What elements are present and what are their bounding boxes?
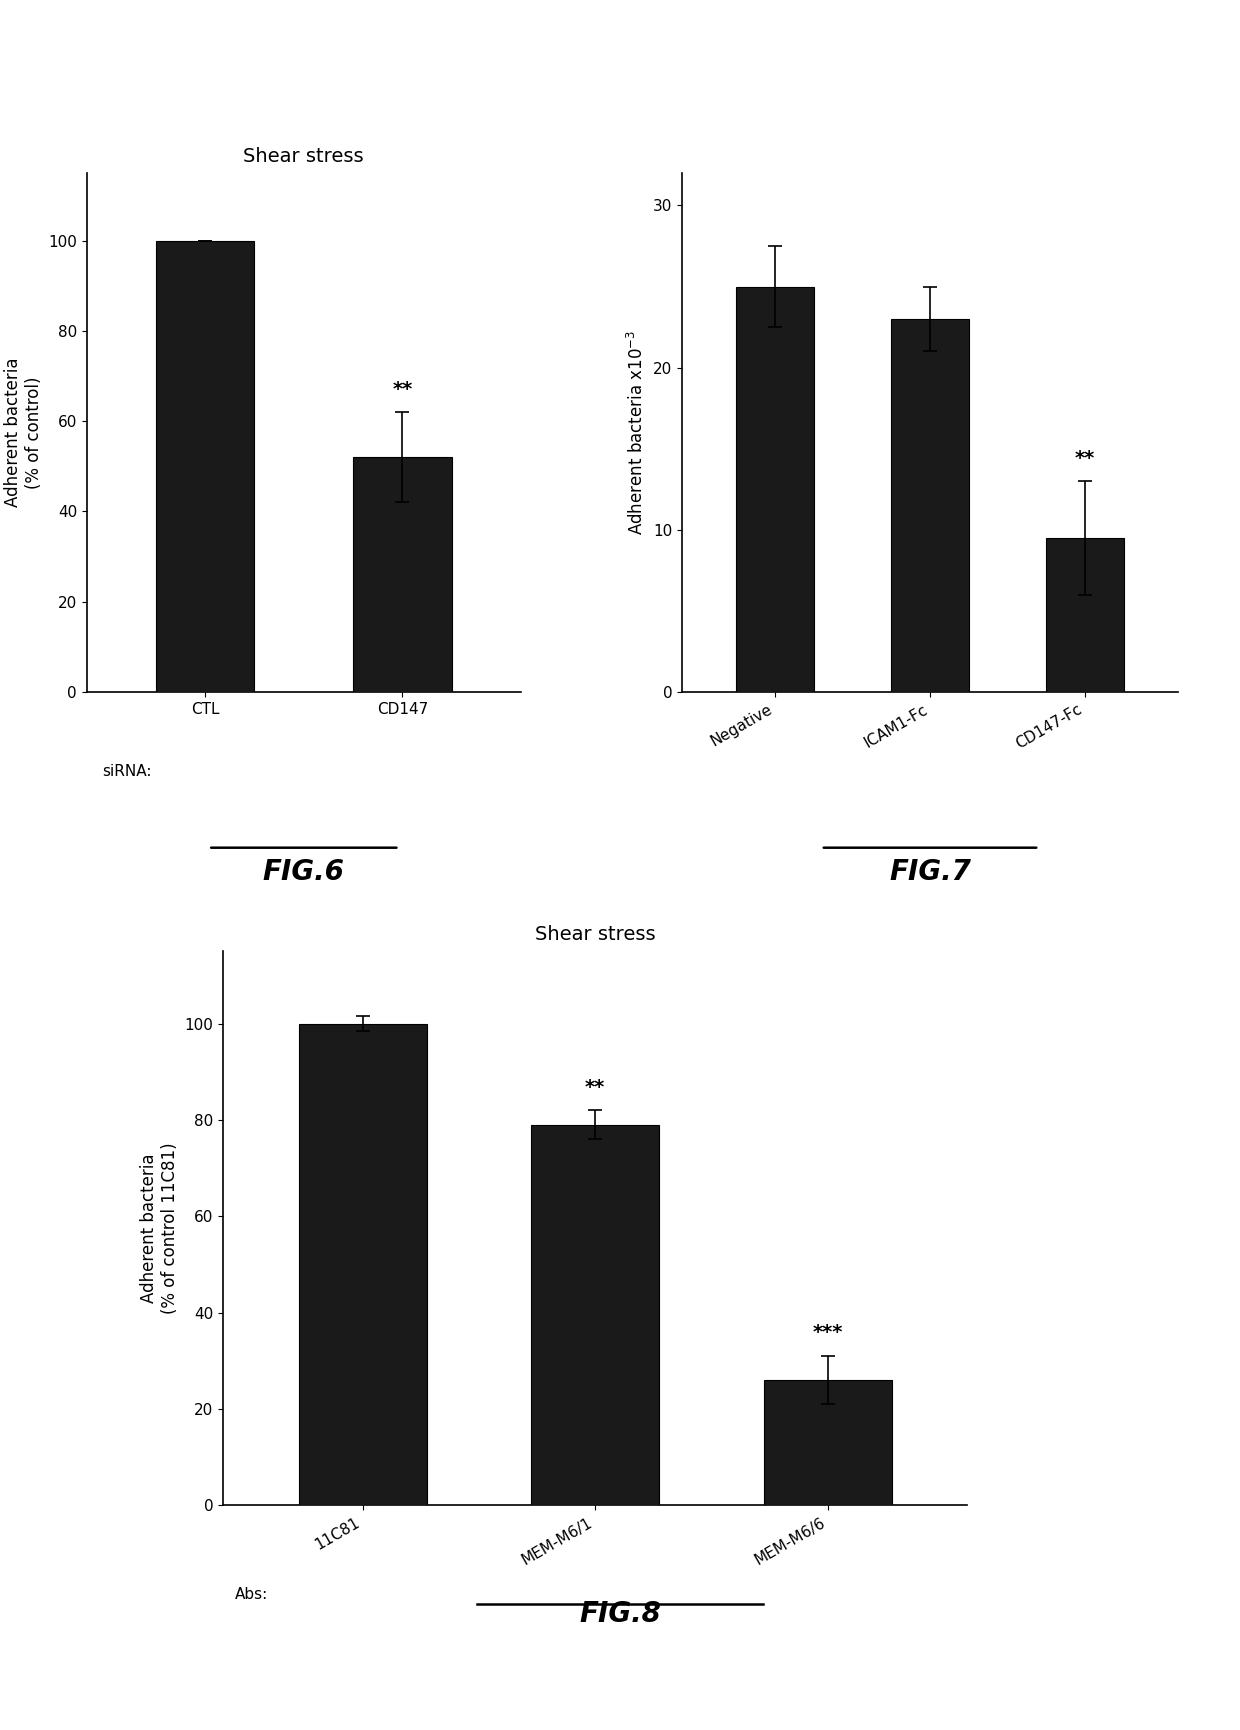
Text: FIG.6: FIG.6	[263, 858, 345, 886]
Bar	[353, 457, 451, 692]
Y-axis label: Adherent bacteria
(% of control): Adherent bacteria (% of control)	[4, 358, 42, 507]
Text: FIG.7: FIG.7	[889, 858, 971, 886]
Y-axis label: Adherent bacteria
(% of control 11C81): Adherent bacteria (% of control 11C81)	[140, 1142, 179, 1315]
Bar	[156, 240, 254, 692]
Bar	[764, 1381, 892, 1505]
Title: Shear stress: Shear stress	[243, 147, 365, 166]
Bar	[1047, 538, 1123, 692]
Bar	[892, 318, 968, 692]
Bar	[737, 287, 813, 692]
Bar	[531, 1124, 660, 1505]
Text: ***: ***	[812, 1323, 843, 1342]
Text: **: **	[585, 1078, 605, 1097]
Text: Abs:: Abs:	[234, 1586, 268, 1602]
Text: FIG.8: FIG.8	[579, 1600, 661, 1628]
Text: **: **	[1075, 450, 1095, 469]
Bar	[299, 1024, 427, 1505]
Title: Shear stress: Shear stress	[534, 926, 656, 945]
Y-axis label: Adherent bacteria x10$^{-3}$: Adherent bacteria x10$^{-3}$	[627, 330, 647, 535]
Text: siRNA:: siRNA:	[103, 765, 153, 778]
Text: **: **	[392, 381, 413, 400]
